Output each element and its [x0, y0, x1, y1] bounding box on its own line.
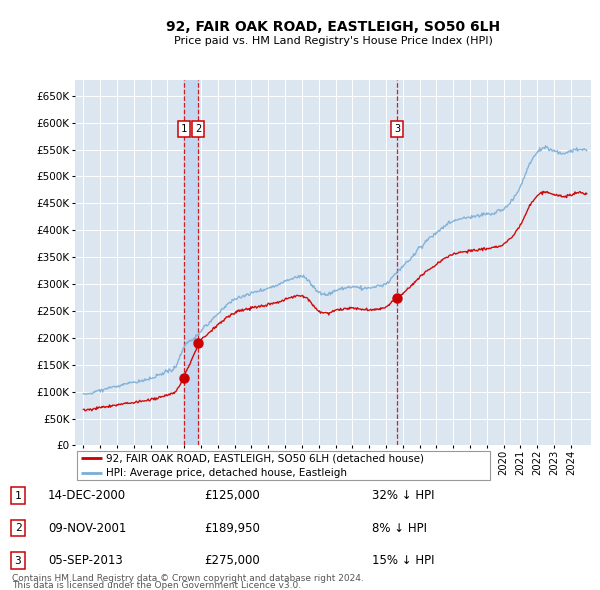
Text: 3: 3 — [14, 556, 22, 565]
Text: 14-DEC-2000: 14-DEC-2000 — [48, 489, 126, 502]
Text: 2: 2 — [14, 523, 22, 533]
Text: 1: 1 — [14, 491, 22, 500]
Bar — [184, 80, 199, 445]
Text: HPI: Average price, detached house, Eastleigh: HPI: Average price, detached house, East… — [106, 468, 347, 478]
Text: 32% ↓ HPI: 32% ↓ HPI — [372, 489, 434, 502]
Text: 09-NOV-2001: 09-NOV-2001 — [48, 522, 127, 535]
Text: £189,950: £189,950 — [204, 522, 260, 535]
FancyBboxPatch shape — [77, 451, 490, 480]
Text: £125,000: £125,000 — [204, 489, 260, 502]
Text: £275,000: £275,000 — [204, 554, 260, 567]
Text: 1: 1 — [181, 124, 187, 134]
Text: This data is licensed under the Open Government Licence v3.0.: This data is licensed under the Open Gov… — [12, 581, 301, 590]
Text: 05-SEP-2013: 05-SEP-2013 — [48, 554, 123, 567]
Text: Contains HM Land Registry data © Crown copyright and database right 2024.: Contains HM Land Registry data © Crown c… — [12, 573, 364, 583]
Text: 2: 2 — [195, 124, 202, 134]
Text: 3: 3 — [394, 124, 400, 134]
Text: 92, FAIR OAK ROAD, EASTLEIGH, SO50 6LH: 92, FAIR OAK ROAD, EASTLEIGH, SO50 6LH — [166, 19, 500, 34]
Text: Price paid vs. HM Land Registry's House Price Index (HPI): Price paid vs. HM Land Registry's House … — [173, 37, 493, 46]
Text: 8% ↓ HPI: 8% ↓ HPI — [372, 522, 427, 535]
Text: 92, FAIR OAK ROAD, EASTLEIGH, SO50 6LH (detached house): 92, FAIR OAK ROAD, EASTLEIGH, SO50 6LH (… — [106, 453, 424, 463]
Text: 15% ↓ HPI: 15% ↓ HPI — [372, 554, 434, 567]
